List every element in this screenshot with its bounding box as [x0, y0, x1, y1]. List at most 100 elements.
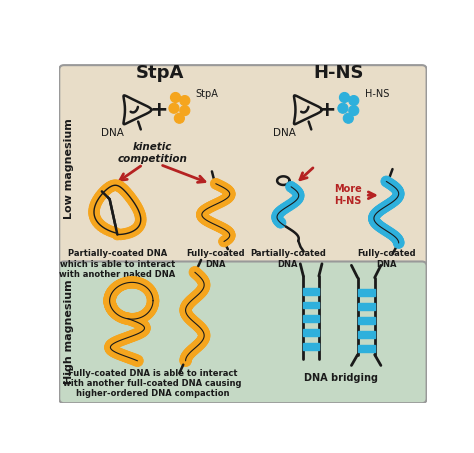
Circle shape	[110, 282, 122, 294]
Circle shape	[123, 277, 135, 288]
Circle shape	[106, 288, 118, 299]
Text: StpA: StpA	[136, 63, 184, 82]
Circle shape	[97, 188, 108, 199]
Circle shape	[146, 299, 158, 311]
Bar	[357, 317, 374, 324]
Circle shape	[368, 212, 379, 223]
Circle shape	[105, 289, 117, 301]
Circle shape	[181, 309, 193, 320]
Circle shape	[387, 230, 398, 241]
Circle shape	[196, 210, 207, 221]
Circle shape	[93, 193, 104, 203]
Circle shape	[89, 207, 100, 218]
Circle shape	[96, 221, 107, 231]
Circle shape	[98, 187, 109, 198]
Circle shape	[390, 232, 401, 243]
Text: Partially-coated
DNA: Partially-coated DNA	[250, 249, 326, 269]
Circle shape	[182, 310, 193, 322]
Circle shape	[222, 226, 233, 237]
Circle shape	[193, 270, 205, 282]
Circle shape	[293, 191, 304, 202]
Circle shape	[130, 313, 141, 325]
Circle shape	[131, 316, 142, 328]
Circle shape	[198, 280, 210, 292]
Circle shape	[221, 225, 232, 236]
Circle shape	[221, 234, 232, 245]
Circle shape	[349, 96, 359, 106]
Circle shape	[118, 185, 129, 195]
Circle shape	[224, 188, 235, 199]
Circle shape	[187, 315, 199, 327]
Circle shape	[140, 281, 152, 293]
Circle shape	[109, 347, 121, 358]
Circle shape	[273, 208, 284, 219]
Circle shape	[213, 198, 223, 209]
Circle shape	[184, 296, 196, 308]
Circle shape	[180, 96, 190, 106]
Circle shape	[185, 314, 197, 326]
Circle shape	[192, 269, 204, 280]
Circle shape	[393, 190, 404, 201]
Circle shape	[135, 208, 145, 219]
Circle shape	[198, 333, 209, 345]
Circle shape	[118, 278, 129, 290]
Circle shape	[180, 304, 191, 315]
FancyBboxPatch shape	[59, 65, 427, 265]
Circle shape	[217, 196, 228, 207]
Circle shape	[219, 236, 229, 247]
Circle shape	[224, 228, 235, 239]
Circle shape	[386, 179, 397, 190]
Circle shape	[386, 228, 397, 239]
Circle shape	[391, 233, 402, 244]
Circle shape	[273, 214, 283, 225]
Circle shape	[108, 346, 119, 357]
Circle shape	[191, 341, 202, 352]
Circle shape	[134, 220, 145, 231]
Circle shape	[105, 289, 117, 300]
Circle shape	[104, 225, 115, 236]
Circle shape	[135, 213, 146, 224]
Circle shape	[216, 222, 227, 233]
Circle shape	[145, 304, 156, 315]
Circle shape	[100, 185, 111, 196]
Circle shape	[212, 221, 223, 231]
Circle shape	[104, 294, 116, 306]
Circle shape	[106, 287, 118, 299]
Circle shape	[272, 210, 283, 220]
Circle shape	[128, 353, 139, 365]
Circle shape	[120, 313, 132, 324]
Circle shape	[116, 279, 128, 290]
Circle shape	[279, 203, 290, 214]
Bar	[303, 329, 319, 336]
Circle shape	[197, 274, 208, 286]
Circle shape	[198, 277, 210, 288]
Circle shape	[133, 328, 145, 339]
Circle shape	[181, 300, 193, 311]
Circle shape	[182, 349, 194, 360]
Circle shape	[286, 198, 297, 209]
Circle shape	[104, 295, 116, 306]
Circle shape	[208, 218, 219, 229]
Circle shape	[191, 319, 203, 331]
Text: H-NS: H-NS	[365, 89, 390, 99]
Circle shape	[381, 225, 392, 236]
Circle shape	[128, 277, 140, 288]
Circle shape	[223, 186, 234, 197]
Circle shape	[110, 227, 121, 238]
Circle shape	[393, 188, 404, 198]
Circle shape	[109, 307, 121, 318]
Circle shape	[197, 209, 207, 219]
Circle shape	[392, 184, 402, 195]
Circle shape	[224, 229, 235, 240]
Circle shape	[199, 206, 209, 217]
Circle shape	[134, 206, 145, 217]
Circle shape	[219, 195, 229, 206]
Circle shape	[195, 323, 207, 334]
Circle shape	[135, 218, 146, 228]
Circle shape	[189, 292, 200, 304]
Circle shape	[183, 311, 195, 323]
Circle shape	[193, 320, 204, 332]
Circle shape	[108, 305, 119, 316]
Circle shape	[115, 334, 127, 346]
Circle shape	[135, 327, 146, 338]
